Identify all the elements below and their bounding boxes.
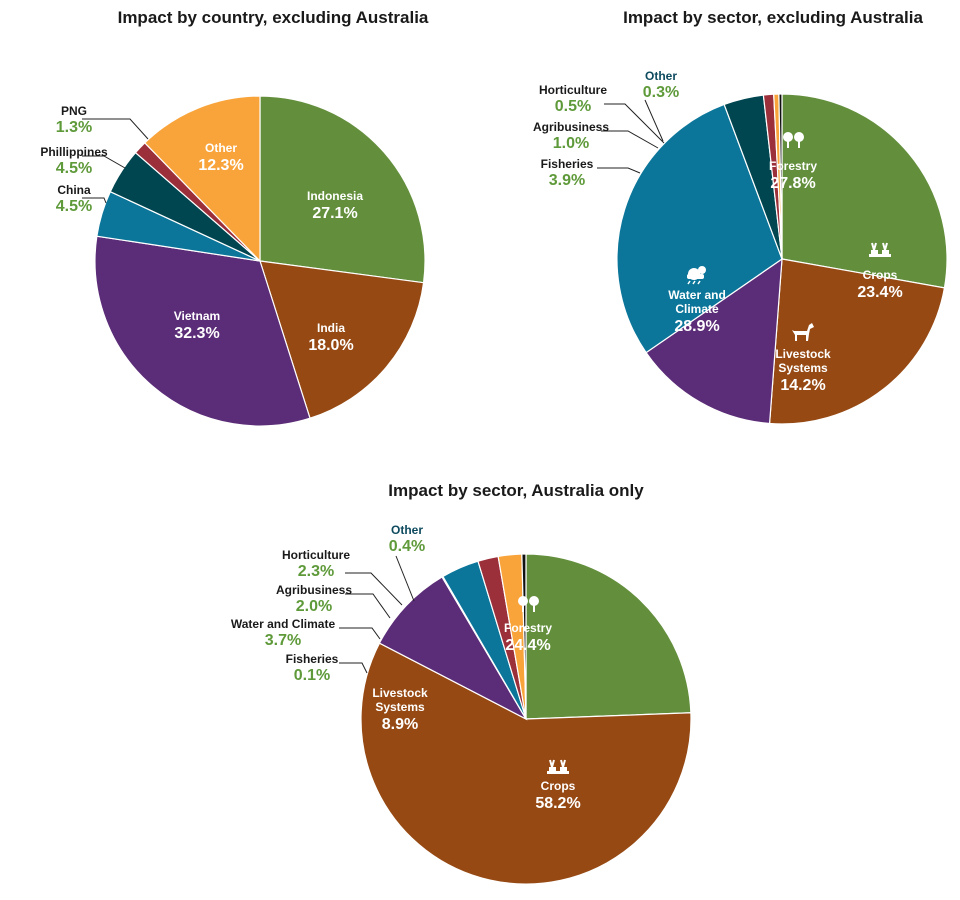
leader-line-agribusiness (345, 593, 391, 619)
chart-title: Impact by sector, excluding Australia (623, 8, 923, 27)
leader-line-other (644, 99, 664, 142)
callout-value-other: 0.4% (389, 538, 425, 555)
slice-value-livestock-systems: 8.9% (382, 716, 418, 733)
trees-icon (518, 596, 539, 612)
callout-value-water-and-climate: 3.7% (265, 632, 301, 649)
slice-value-crops: 58.2% (535, 795, 580, 812)
slice-value-livestock-systems: 14.2% (780, 377, 825, 394)
callout-label-agribusiness: Agribusiness (276, 583, 352, 597)
callout-value-fisheries: 3.9% (549, 172, 585, 189)
slice-value-india: 18.0% (308, 337, 353, 354)
leader-line-horticulture (604, 103, 665, 144)
pie-slice-india (259, 260, 425, 419)
goat-icon (792, 323, 814, 341)
pie-slice-vietnam (94, 235, 311, 427)
callout-value-china: 4.5% (56, 198, 92, 215)
slice-label-livestock-systems: Livestock Systems (372, 686, 428, 714)
weather-icon (687, 266, 706, 285)
slice-value-forestry: 27.8% (770, 175, 815, 192)
slice-value-other: 12.3% (198, 157, 243, 174)
crops-icon (869, 242, 891, 257)
slice-label-india: India (317, 321, 345, 335)
leader-line-other (395, 555, 415, 602)
pie-slice-livestock-systems (645, 257, 783, 425)
pie-slice-forestry (781, 93, 948, 289)
callout-label-horticulture: Horticulture (539, 83, 607, 97)
pie-slice-livestock-systems (378, 576, 528, 721)
slice-label-water-and-climate: Water and Climate (668, 288, 726, 316)
callout-label-china: China (57, 183, 91, 197)
callout-label-other: Other (391, 523, 423, 537)
pie-slice-other (143, 95, 261, 263)
leader-line-fisheries (339, 662, 368, 674)
pie-slice-forestry (525, 553, 692, 720)
crops-icon (547, 759, 569, 774)
slice-value-crops: 23.4% (857, 284, 902, 301)
slice-label-forestry: Forestry (504, 621, 552, 635)
callout-label-fisheries: Fisheries (286, 652, 339, 666)
callout-label-png: PNG (61, 104, 87, 118)
slice-value-indonesia: 27.1% (312, 205, 357, 222)
leader-line-agribusiness (601, 130, 659, 149)
pie-chart-3: Impact by sector, Australia only Forestry… (231, 481, 692, 885)
leader-line-china (82, 197, 107, 204)
chart-title: Impact by sector, Australia only (388, 481, 644, 500)
pie-slice-other (521, 553, 527, 720)
slice-label-forestry: Forestry (769, 159, 817, 173)
slice-label-crops: Crops (541, 779, 576, 793)
slice-value-vietnam: 32.3% (174, 325, 219, 342)
slice-value-forestry: 24.4% (505, 637, 550, 654)
callout-label-horticulture: Horticulture (282, 548, 350, 562)
callout-value-png: 1.3% (56, 119, 92, 136)
callout-value-agribusiness: 1.0% (553, 135, 589, 152)
callout-value-other: 0.3% (643, 84, 679, 101)
callout-value-agribusiness: 2.0% (296, 598, 332, 615)
callout-value-phillippines: 4.5% (56, 160, 92, 177)
slice-value-water-and-climate: 28.9% (674, 318, 719, 335)
pie-slice-other (778, 93, 783, 260)
callout-label-phillippines: Phillippines (40, 145, 108, 159)
trees-icon (783, 132, 804, 148)
pie-chart-1: Impact by country, excluding Australia In… (40, 8, 429, 427)
slice-label-livestock-systems: Livestock Systems (775, 347, 831, 375)
chart-title: Impact by country, excluding Australia (118, 8, 429, 27)
leader-line-horticulture (345, 572, 403, 606)
pie-chart-2: Impact by sector, excluding Australia For… (533, 8, 948, 425)
callout-value-horticulture: 0.5% (555, 98, 591, 115)
callout-label-other: Other (645, 69, 677, 83)
leader-line-phillippines (82, 155, 126, 169)
callout-label-agribusiness: Agribusiness (533, 120, 609, 134)
pie-slice-indonesia (259, 95, 426, 284)
slice-label-vietnam: Vietnam (174, 309, 220, 323)
callout-label-water-and-climate: Water and Climate (231, 617, 336, 631)
pie-slice-crops (768, 258, 946, 425)
slice-label-indonesia: Indonesia (307, 189, 363, 203)
slice-label-crops: Crops (863, 268, 898, 282)
leader-line-png (82, 118, 149, 140)
leader-line-water-and-climate (339, 627, 381, 640)
callout-value-fisheries: 0.1% (294, 667, 330, 684)
callout-value-horticulture: 2.3% (298, 563, 334, 580)
slice-label-other: Other (205, 141, 237, 155)
pie-slice-water-and-climate (616, 103, 783, 354)
callout-label-fisheries: Fisheries (541, 157, 594, 171)
pie-slice-crops (360, 642, 692, 885)
leader-line-fisheries (597, 167, 641, 174)
